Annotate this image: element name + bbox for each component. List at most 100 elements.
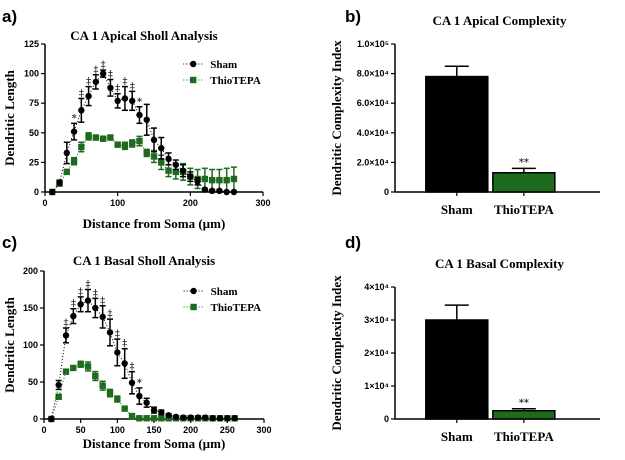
significance-marker: ‡ — [115, 84, 120, 95]
y-axis-label: Dendritic Complexity Index — [329, 275, 344, 431]
series-line-thiotepa — [50, 363, 235, 420]
data-point-thiotepa — [201, 175, 209, 183]
data-point-thiotepa — [230, 175, 238, 183]
chart-title: CA 1 Apical Sholl Analysis — [70, 28, 217, 43]
data-point-thiotepa — [121, 405, 128, 412]
significance-marker: ‡ — [130, 81, 135, 92]
y-tick-label: 4.0×10⁴ — [357, 128, 389, 138]
panel-label: d) — [345, 233, 361, 252]
data-point-sham — [48, 415, 55, 423]
y-tick-label: 0 — [384, 414, 389, 424]
x-tick-label: 0 — [42, 198, 47, 208]
data-point-sham — [216, 187, 223, 195]
data-point-thiotepa — [106, 389, 114, 397]
data-point-sham — [99, 313, 106, 321]
panel-label: b) — [345, 7, 361, 26]
y-tick-label: 3×10⁴ — [364, 315, 389, 325]
x-tick-label: ThioTEPA — [494, 429, 554, 444]
chart-panel-d: d) 0 1×10⁴ 2×10⁴ 3×10⁴ 4×10⁴ Dendritic Complex… — [329, 233, 600, 444]
data-point-sham — [179, 167, 187, 174]
data-point-sham — [78, 107, 85, 114]
significance-marker: ‡ — [101, 60, 106, 71]
legend-label: Sham — [210, 59, 237, 71]
data-point-sham — [172, 161, 179, 168]
bar-thiotepa — [492, 172, 556, 193]
data-point-thiotepa — [63, 168, 70, 176]
data-point-thiotepa — [165, 167, 172, 174]
data-point-thiotepa — [158, 159, 165, 166]
data-point-thiotepa — [150, 153, 158, 160]
data-point-sham — [92, 304, 99, 312]
legend-label: ThioTEPA — [210, 75, 261, 87]
x-tick-label: 300 — [255, 198, 270, 208]
data-point-sham — [107, 84, 114, 92]
data-point-sham — [231, 415, 238, 422]
data-point-sham — [63, 149, 70, 157]
y-tick-label: 1×10⁴ — [364, 381, 389, 391]
data-point-thiotepa — [136, 137, 143, 145]
y-tick-label: 50 — [29, 128, 39, 138]
data-point-sham — [143, 399, 150, 406]
significance-marker: ‡ — [86, 77, 91, 88]
data-point-thiotepa — [129, 140, 136, 147]
data-point-sham — [194, 178, 201, 185]
data-point-sham — [62, 332, 70, 339]
panel-label: c) — [2, 233, 17, 252]
data-point-sham — [99, 70, 107, 77]
y-tick-label: 100 — [23, 340, 38, 350]
data-point-sham — [172, 413, 180, 420]
data-point-sham — [114, 97, 121, 105]
data-point-thiotepa — [172, 168, 179, 176]
y-tick-label: 150 — [23, 303, 38, 313]
data-point-sham — [77, 301, 84, 308]
data-point-sham — [224, 415, 231, 422]
y-tick-label: 25 — [29, 157, 39, 167]
legend-label: Sham — [211, 286, 238, 298]
y-tick-label: 125 — [24, 39, 39, 49]
significance-marker: ‡ — [130, 362, 135, 373]
data-point-sham — [70, 312, 77, 320]
data-point-sham — [150, 406, 158, 414]
significance-marker: ‡ — [79, 88, 84, 99]
chart-panel-b: b) 0 2.0×10⁴ 4.0×10⁴ 6.0×10⁴ 8.0×10⁴ 1.0×10⁵ De… — [329, 7, 600, 217]
data-point-sham — [209, 415, 216, 422]
data-point-sham — [84, 297, 92, 304]
data-point-sham — [187, 173, 194, 180]
chart-title: CA 1 Apical Complexity — [433, 13, 567, 28]
data-point-thiotepa — [121, 142, 129, 150]
y-axis-label: Dendritic Length — [2, 69, 17, 165]
y-tick-label: 75 — [29, 98, 39, 108]
data-point-sham — [129, 97, 136, 105]
significance-marker: ‡ — [64, 318, 69, 329]
data-point-thiotepa — [62, 368, 70, 375]
x-tick-label: 200 — [183, 198, 198, 208]
data-point-thiotepa — [99, 135, 107, 142]
data-point-sham — [158, 144, 165, 152]
y-tick-label: 4×10⁴ — [364, 282, 389, 292]
x-axis-label: Distance from Soma (µm) — [83, 436, 226, 451]
data-point-thiotepa — [216, 176, 223, 184]
series-line-sham — [50, 299, 235, 420]
x-axis-label: Distance from Soma (µm) — [83, 216, 226, 231]
significance-marker: ‡ — [108, 309, 113, 320]
data-point-thiotepa — [70, 364, 77, 372]
x-tick-label: 300 — [256, 425, 271, 435]
data-point-thiotepa — [99, 382, 106, 389]
data-point-sham — [158, 409, 165, 416]
data-point-sham — [201, 186, 209, 193]
data-point-thiotepa — [114, 395, 121, 403]
x-tick-label: 100 — [110, 425, 125, 435]
significance-marker: * — [72, 113, 77, 124]
data-point-sham — [121, 360, 128, 367]
significance-marker: * — [137, 97, 142, 108]
y-tick-label: 2.0×10⁴ — [357, 157, 389, 167]
data-point-sham — [106, 329, 114, 336]
data-point-thiotepa — [150, 415, 158, 422]
data-point-sham — [121, 95, 129, 102]
x-tick-label: 0 — [41, 425, 46, 435]
significance-marker: * — [137, 378, 142, 389]
data-point-sham — [114, 349, 121, 356]
data-point-thiotepa — [107, 134, 114, 141]
y-tick-label: 100 — [24, 69, 39, 79]
data-point-thiotepa — [143, 149, 150, 157]
